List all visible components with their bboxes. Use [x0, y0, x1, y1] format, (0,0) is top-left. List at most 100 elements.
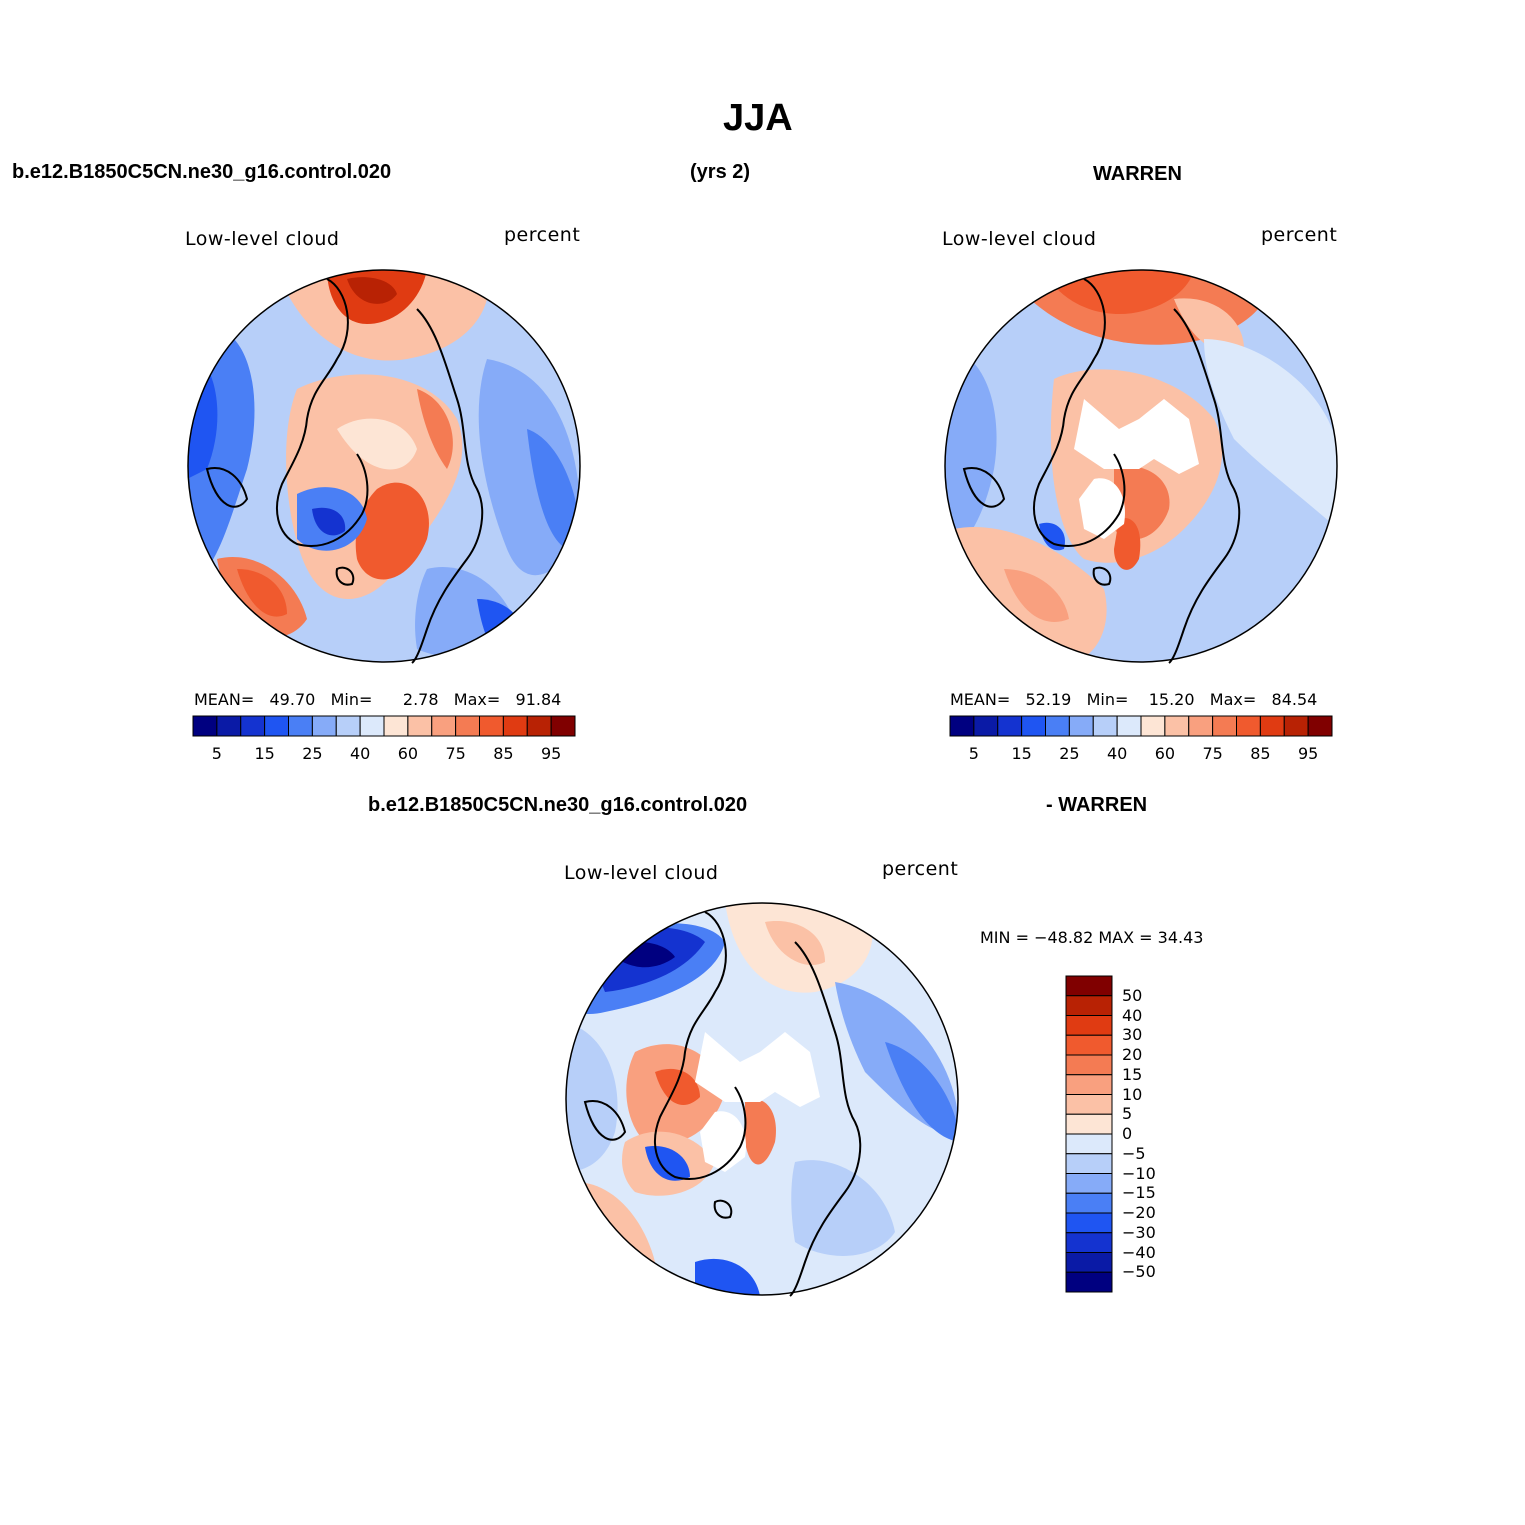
colorbar-tick-label: 40	[349, 744, 371, 763]
colorbar-swatch	[311, 715, 337, 737]
colorbar-swatch	[1283, 715, 1309, 737]
colorbar-swatch	[1307, 715, 1333, 737]
colorbar-tick-label: 30	[1122, 1025, 1143, 1045]
case-name-header: b.e12.B1850C5CN.ne30_g16.control.020	[12, 161, 392, 183]
colorbar-swatch	[550, 715, 576, 737]
max-label: Max=	[1209, 690, 1257, 709]
colorbar-swatch	[1065, 975, 1113, 997]
years-header: (yrs 2)	[690, 161, 751, 183]
diff-colorbar-ticks: 50 40 30 20 15 10 5 0 −5 −10 −15 −20 −30 −40 −50	[1122, 976, 1182, 1292]
colorbar-tick-label: 25	[302, 744, 323, 763]
colorbar-tick-label: 25	[1059, 744, 1080, 763]
colorbar-tick-label: 95	[1297, 744, 1319, 763]
colorbar-swatch	[192, 715, 218, 737]
colorbar-swatch	[1065, 1113, 1113, 1135]
colorbar-tick-label: −40	[1122, 1242, 1156, 1262]
colorbar-swatch	[1065, 1173, 1113, 1194]
mean-label: MEAN=	[194, 690, 255, 709]
max-value: 91.84	[515, 690, 562, 709]
colorbar-swatch	[1065, 1271, 1113, 1293]
obs-polar-map	[944, 269, 1338, 664]
panel-obs-stats: MEAN= 52.19 Min= 15.20 Max= 84.54	[950, 690, 1317, 709]
panel-obs-variable: Low-level cloud	[942, 228, 1097, 250]
colorbar-swatch	[216, 715, 242, 737]
colorbar-tick-label: 60	[1154, 744, 1176, 763]
min-value: 2.78	[402, 690, 439, 709]
colorbar-tick-label: 5	[1122, 1104, 1133, 1124]
colorbar-swatch	[526, 715, 552, 737]
mean-value: 52.19	[1025, 690, 1072, 709]
colorbar-tick-label: 75	[1202, 744, 1223, 763]
colorbar-tick-label: −15	[1122, 1183, 1156, 1203]
colorbar-tick-label: 0	[1122, 1124, 1133, 1143]
diff-obs-header: - WARREN	[1046, 794, 1148, 816]
colorbar-tick-label: 15	[254, 744, 275, 763]
colorbar-swatch	[431, 715, 457, 737]
colorbar-tick-label: 20	[1122, 1045, 1143, 1064]
colorbar-tick-label: 95	[540, 744, 562, 763]
min-label: Min=	[1086, 690, 1129, 709]
colorbar-tick-label: 15	[1122, 1064, 1143, 1084]
colorbar-tick-label: 50	[1122, 985, 1143, 1005]
colorbar-tick-label: −20	[1122, 1203, 1156, 1222]
min-label: Min=	[330, 690, 373, 709]
colorbar-swatch	[1065, 1252, 1113, 1273]
colorbar-swatch	[264, 715, 290, 737]
colorbar-swatch	[1065, 1015, 1113, 1036]
colorbar-tick-label: 60	[397, 744, 419, 763]
colorbar-swatch	[1092, 715, 1118, 737]
colorbar-swatch	[1188, 715, 1214, 737]
colorbar-tick-label: −10	[1122, 1163, 1156, 1183]
colorbar-swatch	[383, 715, 409, 737]
colorbar-tick-label: 75	[445, 744, 466, 763]
colorbar-swatch	[1068, 715, 1094, 737]
max-label: Max=	[453, 690, 501, 709]
colorbar-tick-label: −5	[1122, 1143, 1146, 1163]
colorbar-swatch	[359, 715, 385, 737]
colorbar-swatch	[1065, 1153, 1113, 1174]
colorbar-swatch	[1065, 1074, 1113, 1095]
colorbar-swatch	[407, 715, 433, 737]
colorbar-swatch	[1140, 715, 1166, 737]
colorbar-swatch	[949, 715, 975, 737]
colorbar-tick-label: 5	[968, 744, 979, 763]
panel-diff-variable: Low-level cloud	[564, 862, 719, 884]
colorbar-tick-label: −30	[1122, 1222, 1156, 1242]
max-value: 84.54	[1271, 690, 1318, 709]
panel-model-units: percent	[504, 224, 581, 246]
colorbar-swatch	[288, 715, 313, 737]
colorbar-swatch	[1212, 715, 1238, 737]
colorbar-tick-label: 40	[1106, 744, 1128, 763]
colorbar-swatch	[1236, 715, 1261, 737]
colorbar-swatch	[1065, 1034, 1113, 1056]
colorbar-swatch	[1065, 995, 1113, 1016]
colorbar-swatch	[1021, 715, 1047, 737]
colorbar-swatch	[1045, 715, 1070, 737]
colorbar-swatch	[455, 715, 481, 737]
colorbar-tick-label: 85	[1250, 744, 1271, 763]
colorbar-tick-label: 10	[1122, 1084, 1143, 1104]
colorbar-swatch	[1164, 715, 1190, 737]
colorbar-swatch	[973, 715, 999, 737]
mean-label: MEAN=	[950, 690, 1011, 709]
model-colorbar	[192, 715, 576, 737]
obs-colorbar	[949, 715, 1333, 737]
colorbar-swatch	[997, 715, 1023, 737]
colorbar-tick-label: 85	[493, 744, 514, 763]
model-polar-map	[187, 269, 581, 664]
colorbar-swatch	[1116, 715, 1142, 737]
colorbar-swatch	[479, 715, 504, 737]
diff-polar-map	[565, 902, 959, 1297]
colorbar-swatch	[1065, 1232, 1113, 1253]
panel-model-stats: MEAN= 49.70 Min= 2.78 Max= 91.84	[194, 690, 561, 709]
colorbar-swatch	[1065, 1094, 1113, 1115]
obs-header: WARREN	[1093, 163, 1182, 185]
panel-model-variable: Low-level cloud	[185, 228, 340, 250]
colorbar-swatch	[240, 715, 266, 737]
diff-case-header: b.e12.B1850C5CN.ne30_g16.control.020	[368, 794, 748, 816]
min-value: 15.20	[1148, 690, 1195, 709]
colorbar-swatch	[1065, 1133, 1113, 1155]
page-title: JJA	[723, 97, 793, 139]
colorbar-swatch	[1065, 1212, 1113, 1234]
colorbar-swatch	[335, 715, 361, 737]
